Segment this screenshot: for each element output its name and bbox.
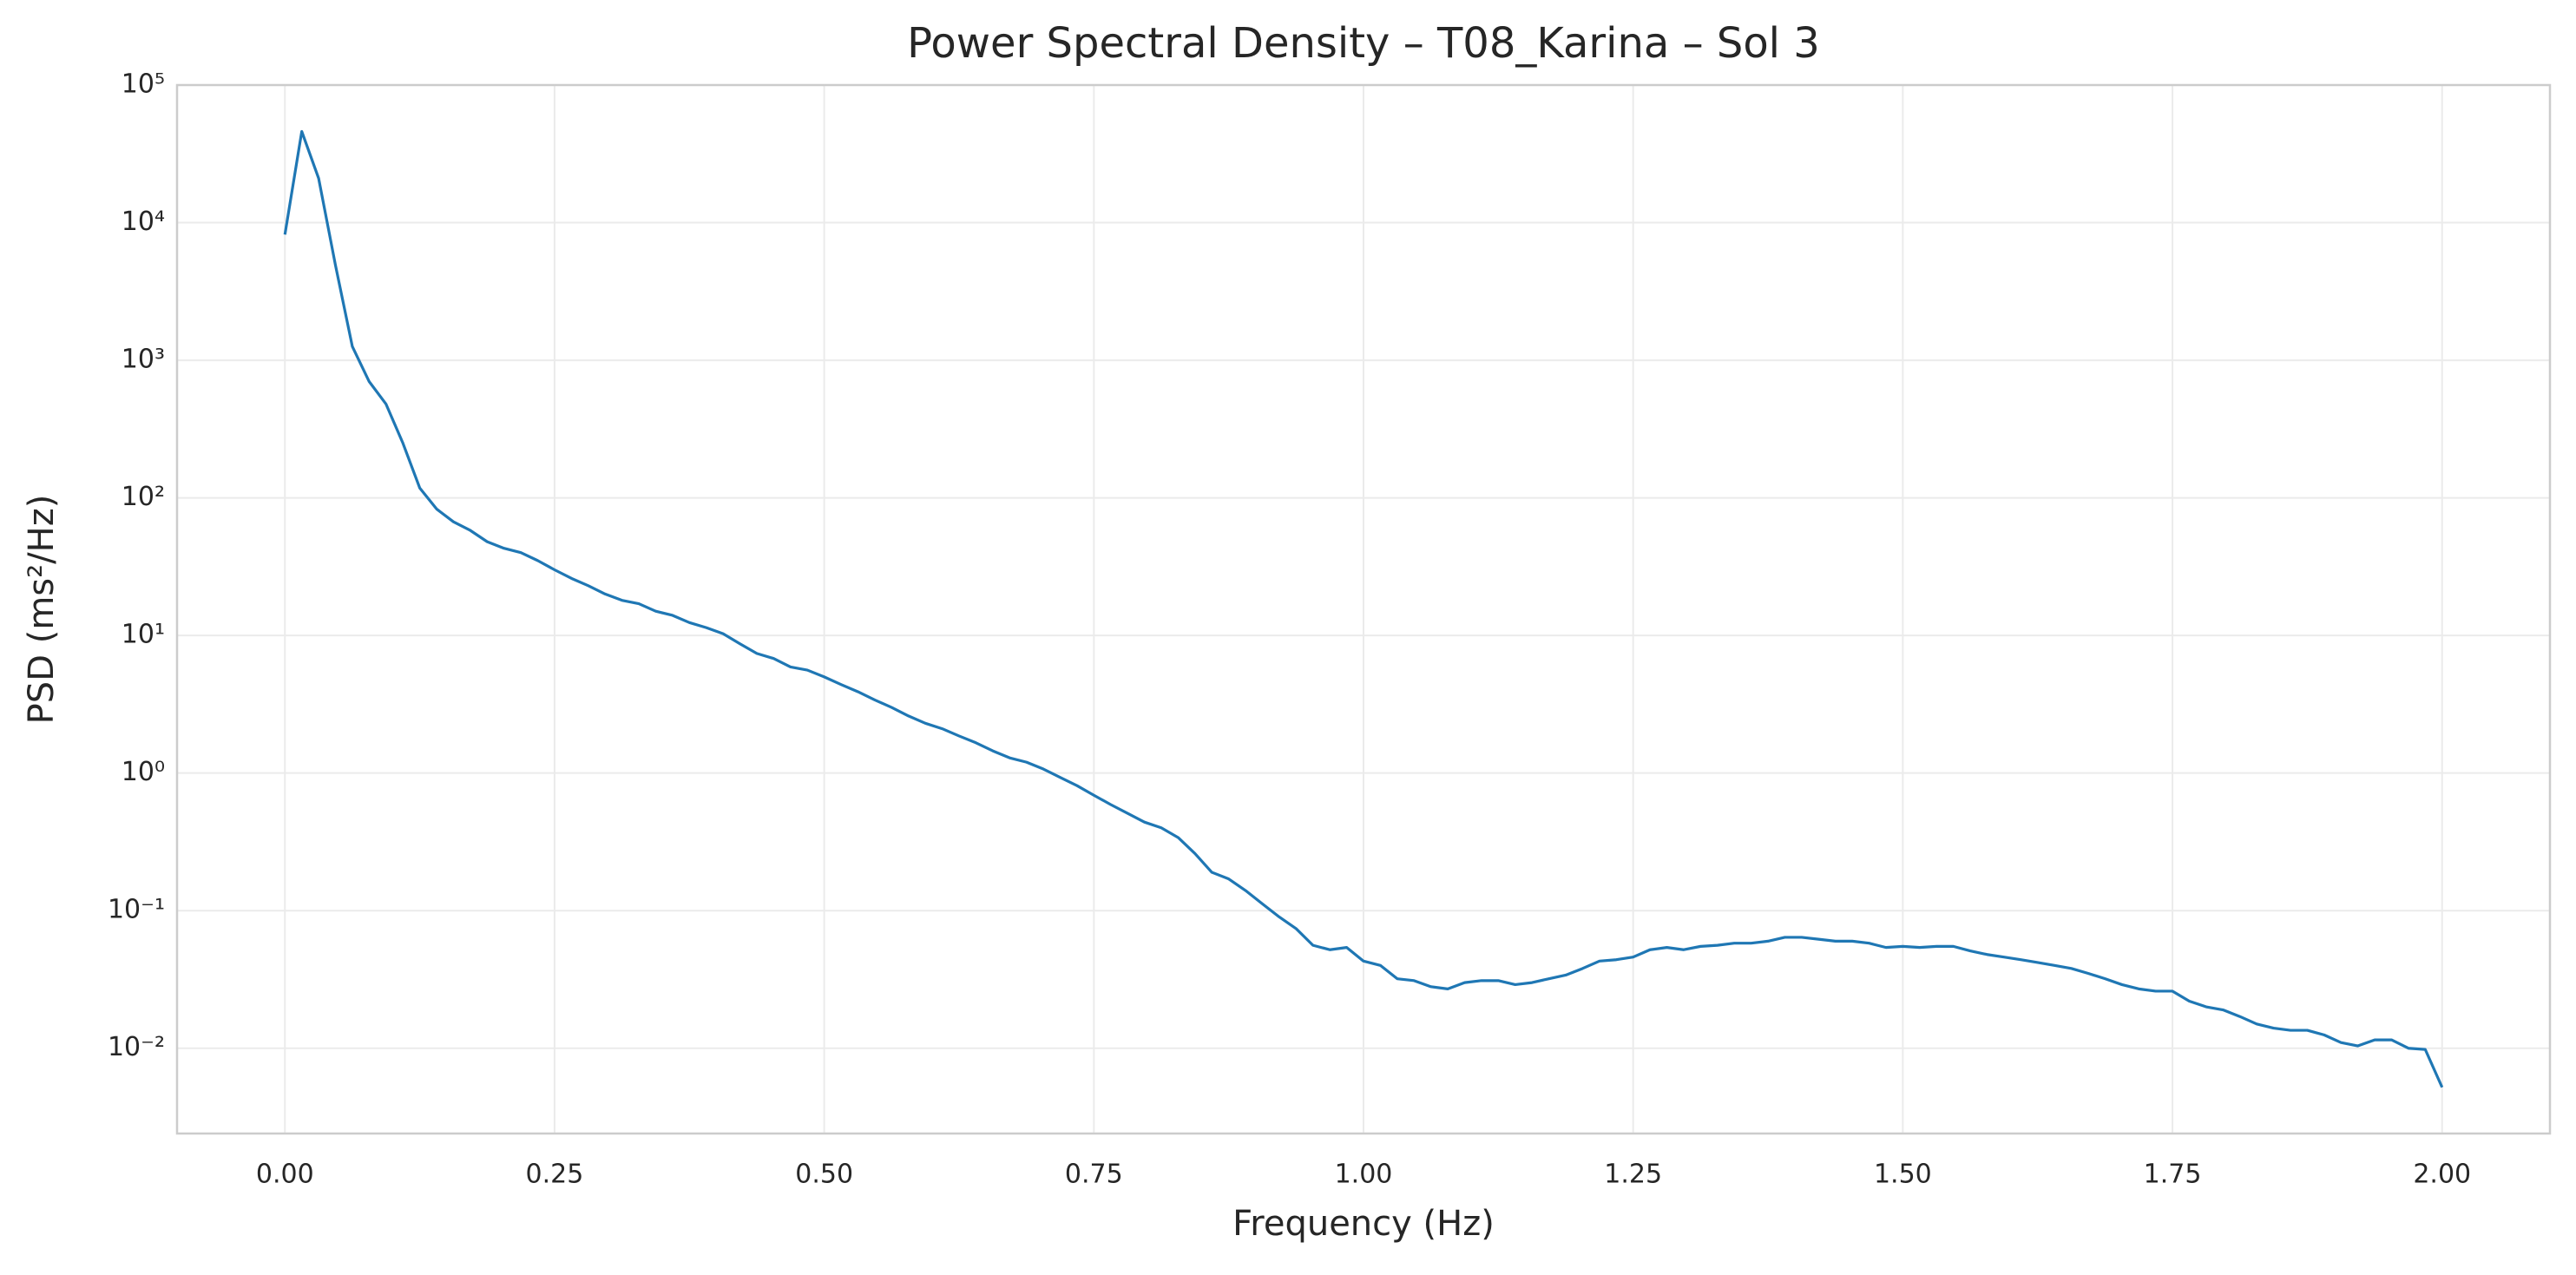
- y-tick-label: 10⁻²: [108, 1032, 165, 1062]
- y-tick-label: 10⁴: [122, 207, 165, 237]
- x-tick-label: 0.50: [795, 1160, 853, 1190]
- y-tick-label: 10⁵: [122, 69, 165, 100]
- data-line: [283, 129, 2444, 1088]
- x-tick-label: 1.75: [2144, 1160, 2202, 1190]
- y-axis-label: PSD (ms²/Hz): [22, 495, 62, 725]
- x-tick-label: 1.50: [1874, 1160, 1932, 1190]
- plot-frame: [175, 83, 2552, 1135]
- x-tick-label: 2.00: [2413, 1160, 2471, 1190]
- x-tick-label: 1.00: [1335, 1160, 1393, 1190]
- x-tick-label: 0.25: [526, 1160, 584, 1190]
- chart-title: Power Spectral Density – T08_Karina – So…: [907, 19, 1820, 68]
- x-tick-label: 0.00: [256, 1160, 314, 1190]
- x-axis-label: Frequency (Hz): [1232, 1204, 1495, 1244]
- x-tick-label: 0.75: [1065, 1160, 1123, 1190]
- y-tick-label: 10³: [122, 345, 165, 375]
- y-tick-label: 10⁰: [122, 757, 165, 787]
- y-tick-label: 10¹: [122, 620, 165, 650]
- y-tick-label: 10²: [122, 482, 165, 512]
- y-tick-label: 10⁻¹: [108, 895, 165, 925]
- x-tick-label: 1.25: [1604, 1160, 1662, 1190]
